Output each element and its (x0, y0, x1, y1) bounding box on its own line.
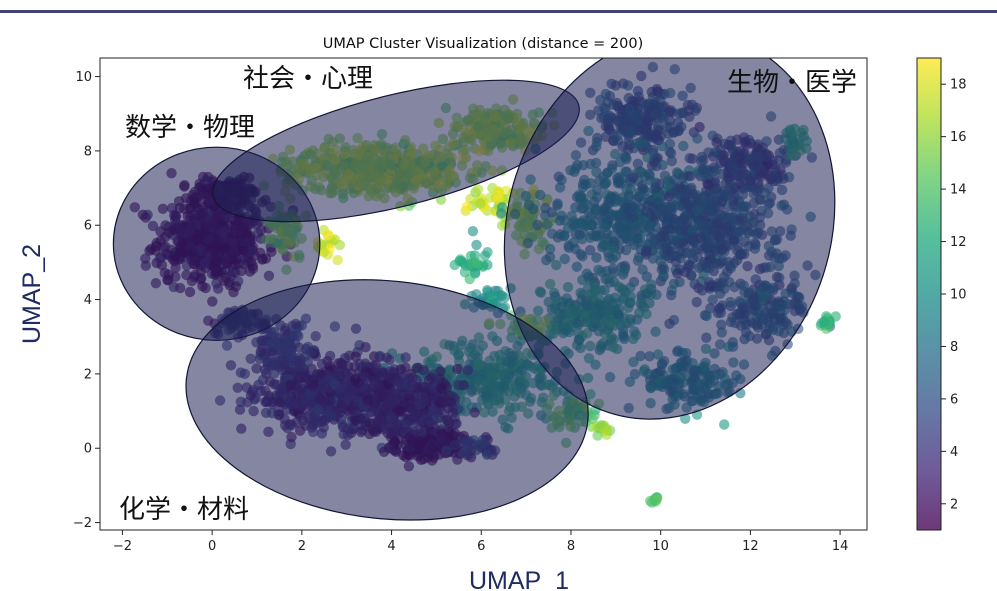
region-label: 生物・医学 (727, 68, 857, 98)
scatter-point (318, 247, 329, 258)
cluster-regions (112, 58, 836, 521)
colorbar-tick-label: 2 (950, 497, 958, 512)
scatter-point (645, 495, 656, 507)
scatter-point (323, 229, 334, 241)
x-axis-ticks: −2 0 2 4 6 8 10 12 14 (113, 530, 849, 554)
x-tick-label: 2 (298, 539, 306, 554)
scatter-point (482, 285, 493, 296)
scatter-point (471, 257, 483, 268)
x-tick-label: 14 (832, 539, 849, 554)
region-label: 社会・心理 (243, 64, 373, 94)
x-tick-label: 12 (742, 539, 759, 554)
colorbar (917, 58, 941, 530)
scatter-point (464, 273, 475, 285)
scatter-point (601, 425, 613, 436)
region-label: 化学・材料 (119, 495, 249, 525)
scatter-point (680, 413, 691, 424)
x-tick-label: −2 (113, 539, 132, 554)
y-tick-label: 4 (84, 293, 92, 308)
cluster-region-ellipse (503, 58, 836, 420)
x-tick-label: 6 (477, 539, 485, 554)
colorbar-tick-label: 10 (950, 288, 967, 303)
scatter-point (494, 289, 505, 301)
x-axis-title: UMAP_1 (469, 567, 569, 591)
x-tick-label: 4 (387, 539, 395, 554)
scatter-point (332, 254, 343, 266)
scatter-point (461, 201, 472, 212)
y-axis-title: UMAP_2 (18, 244, 46, 344)
scatter-point (471, 239, 482, 251)
y-tick-label: 2 (84, 367, 92, 382)
colorbar-tick-label: 14 (950, 183, 967, 198)
y-tick-label: −2 (73, 516, 92, 531)
x-tick-label: 8 (567, 539, 575, 554)
scatter-point (475, 198, 486, 209)
y-tick-label: 10 (75, 70, 92, 85)
y-tick-label: 8 (84, 144, 92, 159)
colorbar-ticks: 2 4 6 8 10 12 14 16 18 (941, 78, 967, 512)
top-rule (0, 10, 997, 13)
scatter-point (467, 226, 479, 237)
scatter-point (334, 239, 345, 251)
scatter-point (482, 247, 493, 258)
y-tick-label: 6 (84, 219, 92, 234)
scatter-point (819, 317, 830, 328)
colorbar-tick-label: 18 (950, 78, 967, 93)
x-tick-label: 0 (208, 539, 216, 554)
colorbar-tick-label: 4 (950, 445, 958, 460)
plot-frame (99, 57, 868, 531)
scatter-point (449, 259, 460, 271)
scatter-point (472, 184, 484, 195)
colorbar-tick-label: 16 (950, 130, 967, 145)
scatter-point (491, 194, 503, 205)
scatter-point (719, 419, 730, 430)
scatter-point (496, 202, 508, 213)
region-label: 数学・物理 (125, 113, 255, 143)
colorbar-tick-label: 6 (950, 392, 958, 407)
y-axis-ticks: −2 0 2 4 6 8 10 (73, 70, 100, 531)
cluster-region-ellipse (185, 279, 589, 521)
scatter-point (458, 257, 469, 269)
scatter-point (592, 430, 603, 441)
chart-title: UMAP Cluster Visualization (distance = 2… (323, 36, 643, 52)
x-tick-label: 10 (652, 539, 669, 554)
colorbar-tick-label: 12 (950, 235, 967, 250)
colorbar-tick-label: 8 (950, 340, 958, 355)
y-tick-label: 0 (84, 442, 92, 457)
